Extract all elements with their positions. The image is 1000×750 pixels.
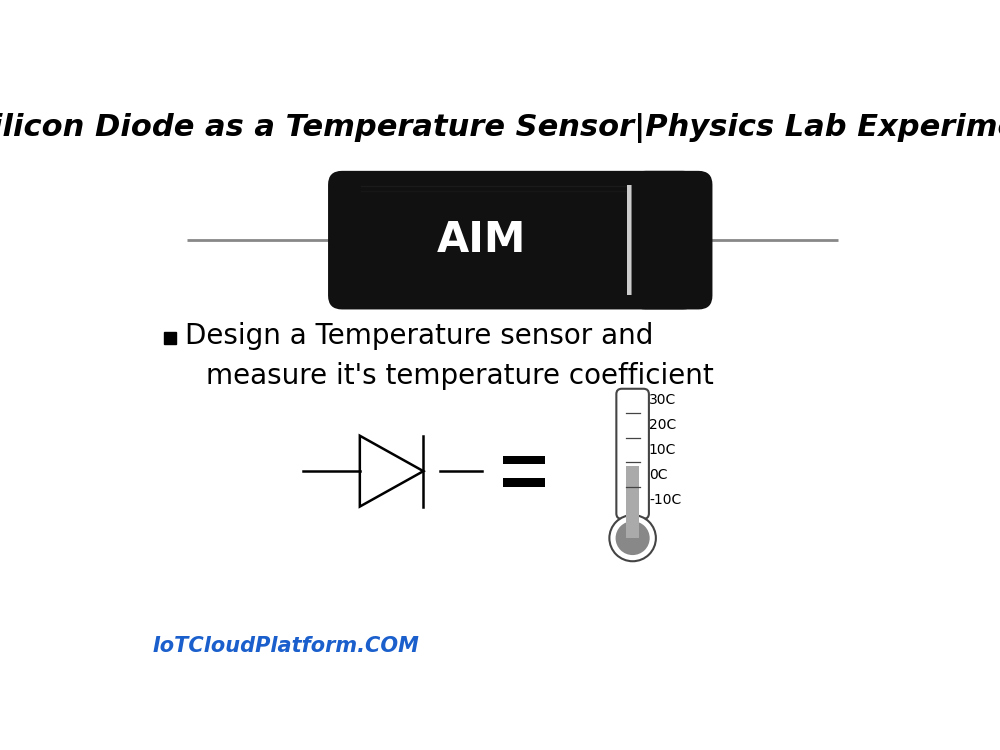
Text: IoTCloudPlatform.COM: IoTCloudPlatform.COM	[152, 636, 419, 656]
Text: -10C: -10C	[649, 493, 681, 507]
FancyBboxPatch shape	[616, 388, 649, 519]
Text: 10C: 10C	[649, 443, 676, 457]
Text: measure it's temperature coefficient: measure it's temperature coefficient	[206, 362, 713, 391]
FancyBboxPatch shape	[627, 185, 679, 295]
Bar	[626, 510, 639, 538]
Text: 0C: 0C	[649, 468, 667, 482]
Text: 30C: 30C	[649, 393, 676, 407]
Text: 20C: 20C	[649, 419, 676, 432]
Circle shape	[609, 515, 656, 561]
FancyBboxPatch shape	[632, 171, 712, 310]
Text: Design a Temperature sensor and: Design a Temperature sensor and	[185, 322, 654, 350]
Bar	[503, 456, 545, 464]
Circle shape	[616, 521, 650, 555]
Text: Silicon Diode as a Temperature Sensor|Physics Lab Experiment: Silicon Diode as a Temperature Sensor|Ph…	[0, 113, 1000, 143]
Bar	[164, 332, 176, 344]
Bar	[626, 466, 639, 511]
Text: AIM: AIM	[437, 219, 526, 261]
Bar	[503, 478, 545, 487]
FancyBboxPatch shape	[328, 171, 697, 310]
